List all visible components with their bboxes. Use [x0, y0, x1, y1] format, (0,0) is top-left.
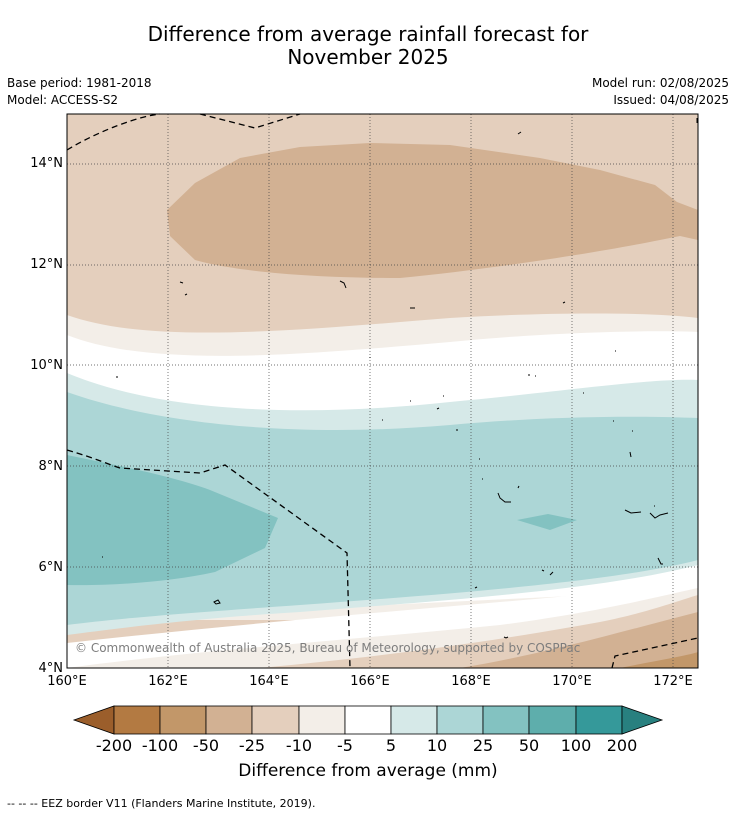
colorbar-label: 50	[518, 736, 540, 755]
lat-label-8n: 8°N	[38, 459, 64, 474]
eez-borders	[66, 113, 699, 669]
lon-label-162e: 162°E	[148, 674, 188, 689]
colorbar-label: -5	[337, 736, 353, 755]
colorbar-label: 5	[385, 736, 397, 755]
lon-label-164e: 164°E	[249, 674, 289, 689]
copyright-notice: © Commonwealth of Australia 2025, Bureau…	[75, 641, 581, 655]
lat-label-6n: 6°N	[38, 560, 64, 575]
colorbar-label: 25	[472, 736, 494, 755]
rainfall-field	[67, 114, 698, 668]
issued-date: Issued: 04/08/2025	[613, 93, 729, 107]
lon-label-166e: 166°E	[350, 674, 390, 689]
colorbar-low-extension	[72, 705, 115, 735]
lon-label-172e: 172°E	[653, 674, 693, 689]
colorbar-label: 10	[426, 736, 448, 755]
map-frame	[66, 113, 699, 669]
band-driest-south	[620, 652, 698, 668]
lat-label-12n: 12°N	[30, 257, 63, 272]
eez-footnote: -- -- -- EEZ border V11 (Flanders Marine…	[7, 797, 316, 810]
lon-label-160e: 160°E	[47, 674, 87, 689]
map-title-line1: Difference from average rainfall forecas…	[147, 22, 589, 46]
map-title-line2: November 2025	[287, 45, 449, 69]
lat-label-4n: 4°N	[38, 661, 64, 676]
colorbar-title: Difference from average (mm)	[238, 761, 498, 781]
band-drier-south	[460, 612, 698, 668]
lat-label-10n: 10°N	[30, 358, 63, 373]
colorbar-label: -50	[192, 736, 220, 755]
wet-patch-east	[517, 514, 577, 530]
lat-label-14n: 14°N	[30, 156, 63, 171]
graticule	[67, 114, 698, 668]
colorbar-label: -100	[141, 736, 179, 755]
dry-core-north	[167, 143, 698, 278]
lon-label-168e: 168°E	[451, 674, 491, 689]
wet-patch-west	[67, 455, 278, 586]
model-run: Model run: 02/08/2025	[591, 76, 729, 90]
colorbar-label: 100	[560, 736, 592, 755]
colorbar-label: -10	[285, 736, 313, 755]
colorbar-label: -200	[95, 736, 133, 755]
lon-label-170e: 170°E	[552, 674, 592, 689]
model-name: Model: ACCESS-S2	[7, 93, 119, 107]
base-period: Base period: 1981-2018	[7, 76, 152, 90]
colorbar-high-extension	[621, 705, 664, 735]
colorbar	[72, 705, 664, 735]
colorbar-label: -25	[238, 736, 266, 755]
colorbar-label: 200	[606, 736, 638, 755]
island-coastlines	[102, 118, 698, 639]
